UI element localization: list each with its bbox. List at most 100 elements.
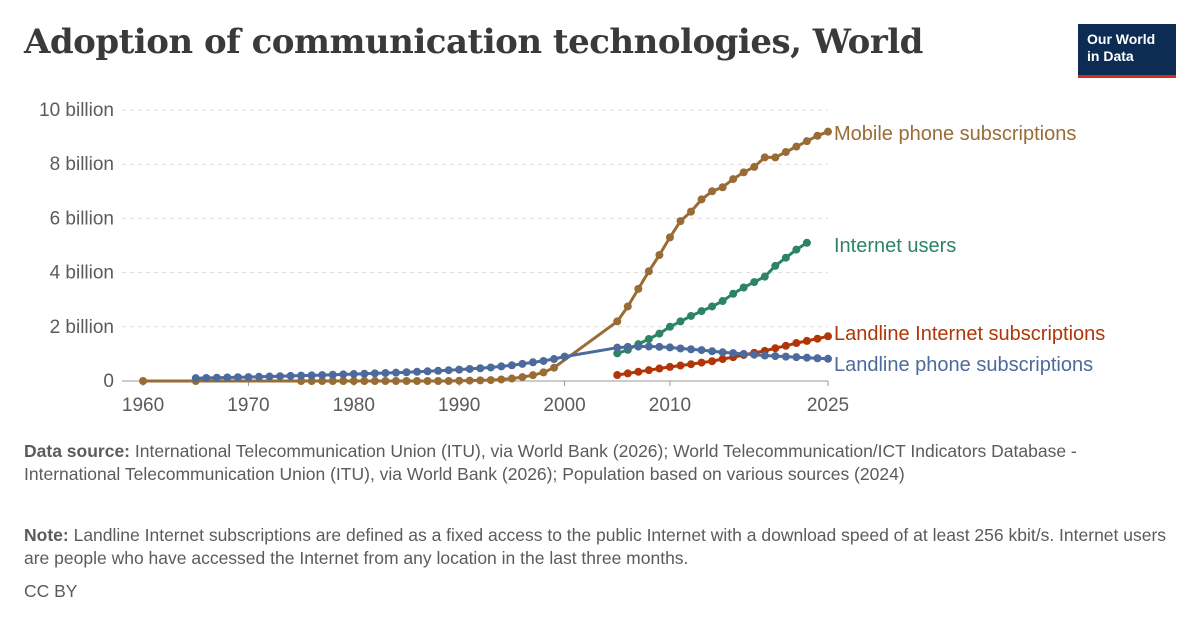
data-point xyxy=(665,322,674,331)
data-point xyxy=(708,347,717,356)
data-point xyxy=(708,357,717,366)
y-tick-label: 10 billion xyxy=(39,100,114,121)
data-point xyxy=(644,334,653,343)
data-point xyxy=(687,360,696,369)
data-point xyxy=(697,358,706,367)
data-point xyxy=(528,358,537,367)
data-point xyxy=(191,374,200,383)
data-point xyxy=(402,368,411,377)
data-point xyxy=(381,377,390,385)
data-point xyxy=(771,153,780,162)
data-point xyxy=(739,283,748,292)
data-point xyxy=(613,349,622,358)
y-tick-label: 0 xyxy=(103,371,114,392)
x-tick-label: 2010 xyxy=(649,395,691,416)
data-point xyxy=(634,342,643,351)
data-point xyxy=(486,376,495,385)
license[interactable]: CC BY xyxy=(24,581,78,601)
data-point xyxy=(391,377,400,385)
note-label: Note: xyxy=(24,525,69,545)
data-point xyxy=(339,377,348,385)
data-point xyxy=(802,336,811,345)
data-point xyxy=(750,162,759,171)
data-point xyxy=(349,377,358,385)
data-point xyxy=(676,217,685,226)
data-point xyxy=(476,364,485,373)
data-point xyxy=(697,307,706,316)
data-point xyxy=(139,377,148,385)
data-point xyxy=(254,372,263,381)
data-point xyxy=(644,267,653,276)
data-point xyxy=(687,345,696,354)
data-point xyxy=(771,261,780,270)
data-point xyxy=(792,353,801,362)
data-point xyxy=(339,370,348,379)
data-point xyxy=(434,377,443,385)
data-point xyxy=(655,342,664,351)
series-label-2: Landline Internet subscriptions xyxy=(834,323,1105,345)
logo-line-2: in Data xyxy=(1087,48,1134,64)
chart-note: Note: Landline Internet subscriptions ar… xyxy=(24,524,1174,570)
data-point xyxy=(202,373,211,382)
x-tick-label: 1990 xyxy=(438,395,480,416)
data-point xyxy=(550,355,559,364)
data-point xyxy=(781,253,790,262)
x-tick-label: 2000 xyxy=(543,395,585,416)
data-point xyxy=(697,346,706,355)
series-label-0: Mobile phone subscriptions xyxy=(834,123,1076,145)
data-point xyxy=(802,353,811,362)
data-point xyxy=(613,317,622,326)
data-point xyxy=(718,355,727,364)
data-point xyxy=(391,368,400,377)
data-point xyxy=(497,362,506,371)
data-point xyxy=(750,278,759,287)
line-chart: 0 2 billion 4 billion 6 billion 8 billion 10 … xyxy=(39,100,1105,416)
data-point xyxy=(370,377,379,385)
data-point xyxy=(507,361,516,370)
data-point xyxy=(550,363,559,372)
data-point xyxy=(402,377,411,385)
data-point xyxy=(360,377,369,385)
data-point xyxy=(676,344,685,353)
data-point xyxy=(824,354,832,363)
data-point xyxy=(739,349,748,358)
series-label-1: Internet users xyxy=(834,235,956,257)
data-point xyxy=(444,377,453,385)
series-label-3: Landline phone subscriptions xyxy=(834,354,1093,376)
data-point xyxy=(423,367,432,376)
data-point xyxy=(718,348,727,357)
data-point xyxy=(729,349,738,358)
data-point xyxy=(244,373,253,382)
data-point xyxy=(413,377,422,385)
data-point xyxy=(708,302,717,311)
data-point xyxy=(634,367,643,376)
data-point xyxy=(781,148,790,157)
data-source-text: International Telecommunication Union (I… xyxy=(24,441,1077,484)
data-point xyxy=(318,377,327,385)
series-line-0 xyxy=(141,130,830,383)
data-point xyxy=(634,284,643,293)
data-point xyxy=(760,272,769,281)
owid-logo[interactable]: Our World in Data xyxy=(1078,24,1176,78)
data-point xyxy=(665,343,674,352)
data-point xyxy=(328,377,337,385)
data-point xyxy=(655,364,664,373)
data-point xyxy=(665,233,674,242)
data-point xyxy=(381,369,390,378)
data-point xyxy=(539,368,548,377)
data-point xyxy=(824,127,832,136)
data-point xyxy=(687,311,696,320)
data-point xyxy=(781,352,790,361)
data-point xyxy=(655,250,664,259)
data-point xyxy=(613,371,622,380)
data-point xyxy=(444,366,453,375)
y-tick-label: 2 billion xyxy=(50,317,114,338)
data-point xyxy=(413,367,422,376)
data-point xyxy=(813,131,822,140)
data-point xyxy=(623,302,632,311)
data-point xyxy=(370,369,379,378)
x-tick-label: 1970 xyxy=(227,395,269,416)
data-point xyxy=(613,343,622,352)
data-point xyxy=(729,289,738,298)
data-point xyxy=(623,342,632,351)
